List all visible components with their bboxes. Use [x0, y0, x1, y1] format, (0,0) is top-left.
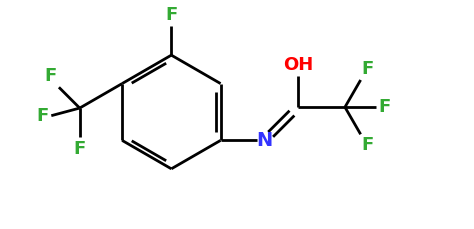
Text: F: F: [378, 98, 391, 116]
Text: F: F: [73, 140, 86, 158]
Text: F: F: [362, 60, 374, 78]
Text: OH: OH: [283, 56, 313, 74]
Text: F: F: [45, 67, 57, 85]
Text: N: N: [256, 131, 273, 150]
Text: F: F: [36, 107, 48, 125]
Text: F: F: [362, 136, 374, 154]
Text: F: F: [165, 6, 177, 24]
